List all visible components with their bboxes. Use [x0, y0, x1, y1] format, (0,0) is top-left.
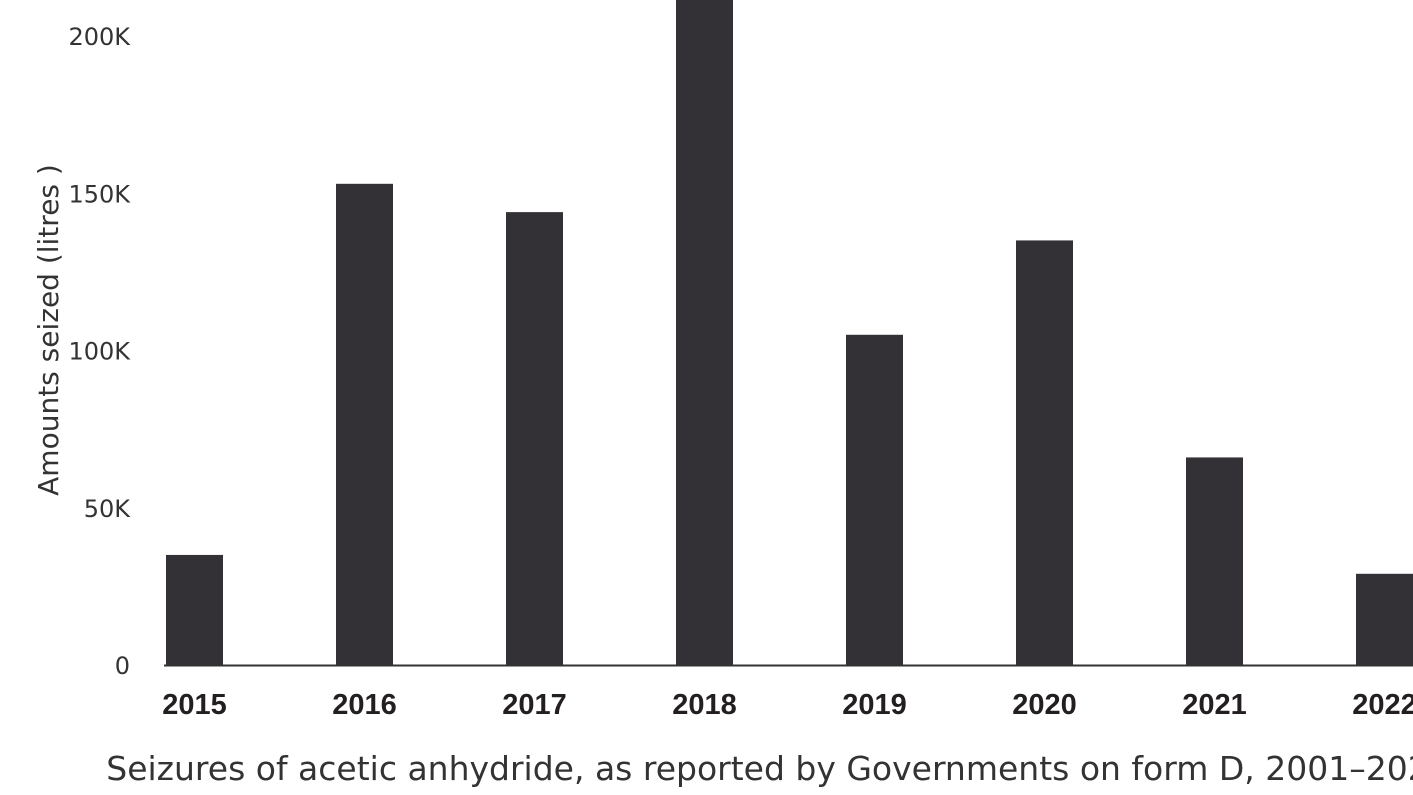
x-tick-label: 2020 — [1012, 689, 1077, 721]
bars-group — [166, 0, 1413, 666]
y-axis-label: Amounts seized (litres ) — [32, 164, 65, 496]
y-tick-label: 100K — [68, 338, 131, 366]
y-axis-ticks: 0 50K 100K 150K 200K — [68, 23, 131, 680]
y-tick-label: 200K — [68, 23, 131, 51]
x-tick-label: 2019 — [842, 689, 907, 721]
bar-2015 — [166, 554, 223, 665]
bar-2018 — [676, 0, 733, 665]
bar-2021 — [1186, 457, 1243, 665]
x-tick-label: 2015 — [162, 689, 227, 721]
bar-2016 — [336, 183, 393, 665]
x-tick-label: 2016 — [332, 689, 397, 721]
x-tick-label: 2018 — [672, 689, 737, 721]
x-tick-label: 2021 — [1182, 689, 1247, 721]
y-tick-label: 150K — [68, 180, 131, 208]
y-tick-label: 50K — [84, 495, 132, 523]
bar-2020 — [1016, 240, 1073, 666]
bar-2019 — [846, 334, 903, 665]
x-tick-label: 2022 — [1352, 689, 1413, 721]
bar-2022 — [1356, 573, 1413, 665]
bar-2017 — [506, 212, 563, 665]
x-axis-ticks: 2015 2016 2017 2018 2019 2020 2021 2022 — [162, 689, 1413, 721]
y-tick-label: 0 — [115, 652, 130, 680]
x-tick-label: 2017 — [502, 689, 567, 721]
x-axis-label: Seizures of acetic anhydride, as reporte… — [106, 749, 1413, 788]
